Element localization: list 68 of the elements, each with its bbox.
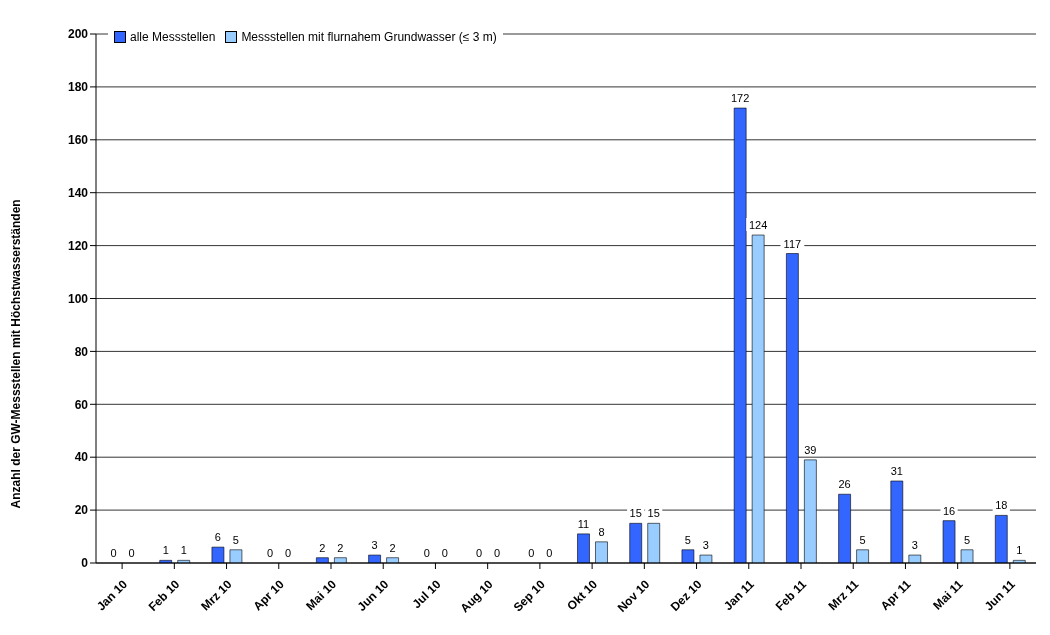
data-label: 5 [963, 533, 971, 546]
legend-label: alle Messstellen [130, 30, 216, 44]
data-label: 0 [475, 547, 483, 559]
y-tick-label: 80 [74, 344, 89, 359]
y-tick-label: 160 [67, 133, 89, 148]
data-label: 2 [337, 541, 344, 554]
x-tick-label: Jun 10 [354, 576, 392, 614]
x-tick-label: Aug 10 [457, 576, 496, 616]
x-tick-label: Apr 10 [250, 576, 288, 614]
data-label: 6 [214, 531, 221, 544]
data-label: 0 [285, 547, 292, 559]
data-label: 1 [180, 544, 187, 557]
y-tick-label: 140 [67, 185, 89, 200]
data-label: 15 [629, 507, 642, 520]
data-label: 117 [783, 237, 802, 250]
x-tick-label: Jul 10 [409, 576, 444, 612]
data-label: 26 [838, 478, 851, 491]
x-tick-label: Feb 11 [772, 576, 810, 614]
x-tick-label: Jan 10 [93, 576, 131, 614]
y-tick-label: 40 [74, 450, 89, 465]
data-label: 39 [804, 443, 817, 456]
x-tick-label: Nov 10 [614, 576, 653, 615]
data-label: 0 [528, 547, 535, 559]
legend-label: Messstellen mit flurnahem Grundwasser (≤ 3 m) [241, 30, 497, 44]
data-label: 0 [423, 547, 430, 559]
data-label: 172 [730, 92, 750, 105]
x-tick-label: Jan 11 [720, 576, 758, 614]
data-label: 0 [546, 547, 553, 559]
y-tick-label: 100 [67, 291, 89, 306]
x-tick-label: Dez 10 [667, 576, 705, 614]
y-tick-label: 20 [74, 503, 89, 518]
data-label: 2 [319, 541, 326, 554]
data-label: 1 [162, 544, 169, 557]
x-tick-label: Feb 10 [145, 576, 183, 614]
x-tick-label: Apr 11 [877, 576, 914, 613]
y-tick-label: 180 [67, 80, 89, 95]
data-label: 1 [1016, 544, 1023, 557]
y-axis-title: Anzahl der GW-Messstellen mit Höchstwasserständen [9, 199, 24, 509]
data-label: 0 [110, 547, 117, 559]
data-label: 5 [859, 533, 866, 546]
data-label: 5 [684, 533, 691, 546]
data-label: 31 [890, 465, 903, 478]
data-label: 3 [371, 539, 378, 552]
y-tick-label: 200 [67, 27, 89, 42]
y-tick-label: 60 [74, 397, 89, 412]
data-label: 0 [441, 547, 448, 559]
x-tick-label: Sep 10 [510, 576, 549, 615]
x-tick-label: Okt 10 [564, 576, 601, 613]
data-label: 11 [577, 517, 590, 530]
data-label: 16 [942, 504, 956, 517]
data-label: 124 [748, 219, 768, 232]
data-label: 3 [702, 539, 709, 552]
x-tick-label: Mai 10 [303, 576, 340, 613]
x-tick-label: Mai 11 [930, 576, 966, 613]
data-label: 15 [647, 507, 660, 520]
x-tick-label: Mrz 11 [825, 576, 862, 613]
data-label: 3 [911, 539, 918, 552]
data-label: 18 [995, 499, 1008, 512]
data-label: 5 [232, 533, 239, 546]
y-tick-label: 120 [67, 238, 89, 253]
y-tick-label: 0 [81, 556, 89, 571]
x-tick-label: Mrz 10 [198, 576, 235, 614]
data-label: 2 [389, 541, 396, 554]
data-label: 8 [598, 525, 605, 538]
data-label: 0 [493, 547, 501, 559]
data-label: 0 [267, 547, 274, 559]
data-label: 0 [128, 547, 135, 559]
x-tick-label: Jun 11 [981, 576, 1019, 614]
